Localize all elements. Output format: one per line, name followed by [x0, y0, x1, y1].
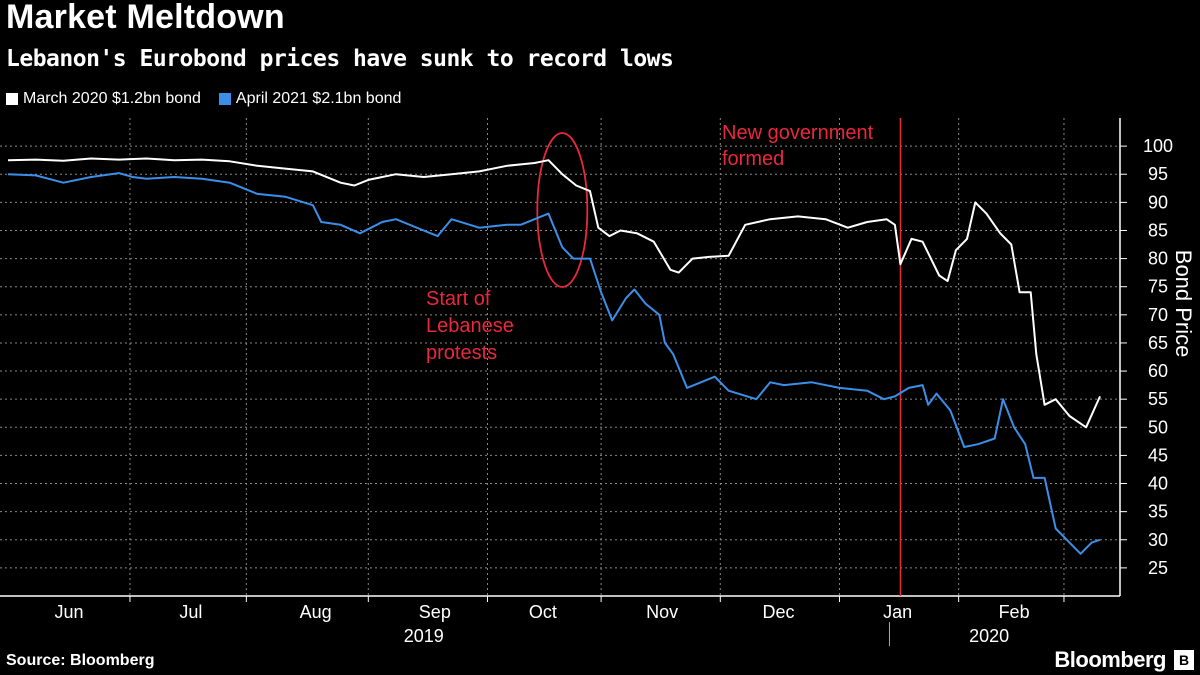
x-tick-label-month: Feb — [999, 602, 1030, 622]
y-tick-label: 65 — [1148, 333, 1168, 353]
legend: March 2020 $1.2bn bond April 2021 $2.1bn… — [6, 90, 401, 108]
chart-subtitle: Lebanon's Eurobond prices have sunk to r… — [6, 46, 674, 72]
y-tick-label: 80 — [1148, 249, 1168, 269]
y-tick-label: 90 — [1148, 192, 1168, 212]
x-tick-label-month: Jun — [54, 602, 83, 622]
chart-title: Market Meltdown — [6, 0, 285, 36]
y-tick-label: 40 — [1148, 474, 1168, 494]
y-tick-label: 100 — [1143, 136, 1173, 156]
y-tick-label: 75 — [1148, 277, 1168, 297]
y-tick-label: 30 — [1148, 530, 1168, 550]
brand-logo: Bloomberg — [1054, 647, 1166, 672]
annotation-protests: Start of Lebanese protests — [426, 288, 514, 364]
y-tick-label: 95 — [1148, 164, 1168, 184]
y-tick-label: 45 — [1148, 445, 1168, 465]
source-note: Source: Bloomberg — [6, 652, 155, 669]
y-axis-label: Bond Price — [1171, 250, 1196, 358]
protest-highlight-ellipse — [536, 132, 589, 288]
series-line-2 — [7, 172, 1101, 555]
y-tick-label: 25 — [1148, 558, 1168, 578]
legend-item-series-2: April 2021 $2.1bn bond — [218, 90, 402, 108]
bloomberg-b-icon: B — [1174, 650, 1194, 670]
legend-item-series-1: March 2020 $1.2bn bond — [6, 90, 201, 108]
x-tick-label-month: Jul — [179, 602, 202, 622]
series-line-1 — [7, 157, 1101, 429]
x-tick-label-year: 2020 — [969, 626, 1009, 646]
y-tick-label: 35 — [1148, 502, 1168, 522]
x-tick-label-month: Jan — [883, 602, 912, 622]
x-tick-label-month: Oct — [529, 602, 557, 622]
x-tick-label-month: Nov — [646, 602, 678, 622]
legend-swatch-white — [6, 93, 18, 105]
legend-label-series-1: March 2020 $1.2bn bond — [23, 90, 201, 107]
y-tick-label: 85 — [1148, 220, 1168, 240]
x-tick-label-month: Aug — [300, 602, 332, 622]
y-tick-label: 60 — [1148, 361, 1168, 381]
annotation-government: New government formed — [722, 122, 874, 170]
y-tick-label: 50 — [1148, 417, 1168, 437]
y-tick-label: 70 — [1148, 305, 1168, 325]
x-tick-label-month: Dec — [762, 602, 794, 622]
x-tick-label-year: 2019 — [404, 626, 444, 646]
legend-label-series-2: April 2021 $2.1bn bond — [235, 90, 402, 107]
y-tick-label: 55 — [1148, 389, 1168, 409]
legend-swatch-blue — [218, 93, 231, 105]
x-tick-label-month: Sep — [419, 602, 451, 622]
